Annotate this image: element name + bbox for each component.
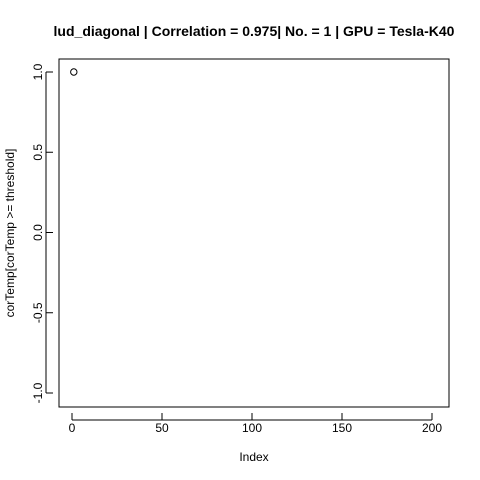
y-tick-label: 0.0 bbox=[31, 224, 45, 241]
x-axis-label: Index bbox=[239, 450, 268, 464]
x-tick-label: 50 bbox=[155, 421, 169, 435]
y-axis-label: corTemp[corTemp >= threshold] bbox=[3, 149, 17, 318]
plot-area-frame bbox=[58, 58, 450, 408]
y-tick-label: -0.5 bbox=[31, 302, 45, 323]
x-tick-label: 200 bbox=[422, 421, 442, 435]
y-tick-label: -1.0 bbox=[31, 382, 45, 403]
y-axis: -1.0 -0.5 0.0 0.5 1.0 bbox=[31, 63, 53, 403]
data-point bbox=[70, 68, 78, 76]
x-axis: 0 50 100 150 200 bbox=[69, 413, 442, 435]
y-tick-label: 0.5 bbox=[31, 144, 45, 161]
x-tick-label: 150 bbox=[332, 421, 352, 435]
x-tick-label: 0 bbox=[69, 421, 76, 435]
y-tick-label: 1.0 bbox=[31, 63, 45, 80]
data-points bbox=[70, 68, 78, 76]
x-tick-label: 100 bbox=[242, 421, 262, 435]
chart-title: lud_diagonal | Correlation = 0.975| No. … bbox=[54, 23, 455, 39]
